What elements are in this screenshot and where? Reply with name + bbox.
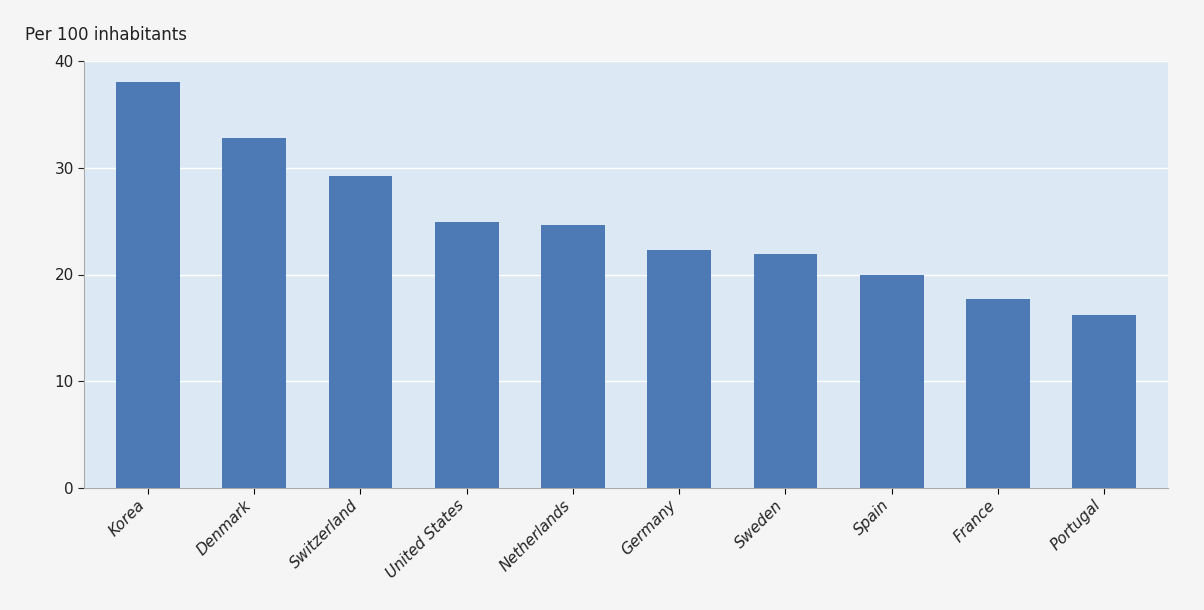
Bar bbox=[966, 299, 1029, 488]
Bar bbox=[223, 138, 287, 488]
Bar bbox=[329, 176, 393, 488]
Bar bbox=[1073, 315, 1137, 488]
Bar bbox=[116, 82, 179, 488]
Bar bbox=[435, 222, 498, 488]
Bar bbox=[541, 225, 604, 488]
Bar bbox=[754, 254, 818, 488]
Bar bbox=[860, 274, 923, 488]
Text: Per 100 inhabitants: Per 100 inhabitants bbox=[25, 26, 187, 44]
Bar bbox=[648, 250, 712, 488]
